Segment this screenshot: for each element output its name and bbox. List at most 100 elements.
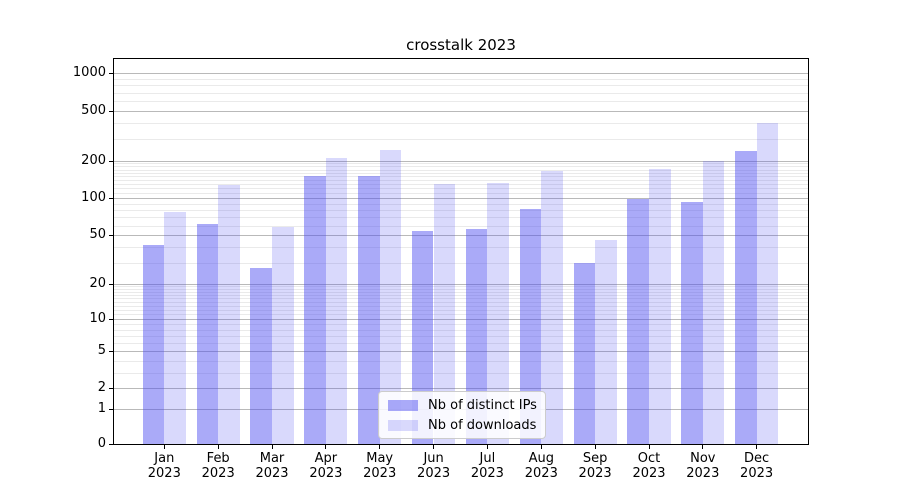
x-tick-month: Sep (582, 451, 608, 466)
minor-gridline (114, 163, 808, 165)
bar-ips-jul (465, 229, 488, 444)
x-tick-mark (217, 445, 219, 449)
x-tick-month: May (366, 451, 394, 466)
y-tick-label: 10 (89, 310, 106, 326)
bar-downloads-dec (756, 123, 779, 444)
y-tick-mark (109, 110, 113, 112)
y-tick-label: 2 (97, 380, 106, 396)
major-gridline (114, 388, 808, 390)
minor-gridline (114, 123, 808, 124)
x-tick-year: 2023 (632, 466, 666, 481)
bar-downloads-may (379, 149, 402, 444)
minor-gridline (114, 309, 808, 311)
minor-gridline (114, 217, 808, 219)
x-tick-mark (648, 445, 650, 449)
bar-downloads-oct (649, 168, 671, 444)
x-tick-month: Jun (423, 451, 444, 466)
y-tick-mark (109, 409, 113, 411)
x-tick-year: 2023 (686, 466, 720, 481)
bar-ips-apr (304, 175, 326, 444)
x-tick-mark (379, 445, 381, 449)
y-tick-mark (109, 235, 113, 237)
y-tick-label: 0 (97, 436, 106, 451)
minor-gridline (114, 100, 808, 102)
major-gridline (114, 318, 808, 320)
bar-downloads-mar (272, 226, 294, 444)
bar-ips-mar (250, 268, 272, 444)
minor-gridline (114, 286, 808, 288)
x-tick-mark (325, 445, 327, 449)
minor-gridline (114, 329, 808, 331)
y-tick-label: 50 (89, 227, 106, 243)
y-tick-label: 5 (97, 343, 106, 359)
minor-gridline (114, 176, 808, 178)
minor-gridline (114, 169, 808, 171)
x-tick-year: 2023 (524, 466, 558, 481)
bar-downloads-nov (702, 160, 725, 444)
minor-gridline (114, 298, 808, 300)
x-tick-month: Mar (259, 451, 285, 466)
y-tick-mark (109, 73, 113, 74)
bar-ips-oct (627, 199, 649, 444)
x-tick-label: Oct 2023 (619, 451, 679, 481)
legend: Nb of distinct IPs Nb of downloads (378, 391, 546, 439)
x-tick-year: 2023 (201, 466, 235, 481)
major-gridline (114, 73, 808, 74)
x-tick-mark (433, 445, 435, 449)
bar-ips-jun (411, 231, 434, 444)
y-tick-label: 200 (81, 152, 106, 168)
plot-area: Nb of distinct IPs Nb of downloads (113, 58, 809, 445)
bar-downloads-apr (325, 158, 348, 444)
x-tick-label: Apr 2023 (296, 451, 356, 481)
bar-ips-may (358, 175, 380, 444)
minor-gridline (114, 361, 808, 362)
x-tick-year: 2023 (578, 466, 612, 481)
x-tick-month: Jan (154, 451, 175, 466)
gridlines-layer (114, 59, 808, 444)
minor-gridline (114, 184, 808, 185)
minor-gridline (114, 314, 808, 315)
minor-gridline (114, 92, 808, 94)
minor-gridline (114, 372, 808, 374)
x-tick-year: 2023 (147, 466, 181, 481)
bar-ips-jan (142, 244, 165, 444)
x-tick-label: May 2023 (350, 451, 410, 481)
legend-item-downloads: Nb of downloads (388, 417, 536, 433)
x-tick-month: Dec (744, 451, 770, 466)
minor-gridline (114, 295, 808, 297)
major-gridline (114, 283, 808, 285)
minor-gridline (114, 262, 808, 264)
x-tick-label: Jun 2023 (404, 451, 464, 481)
legend-item-distinct-ips: Nb of distinct IPs (388, 397, 537, 413)
minor-gridline (114, 78, 808, 80)
minor-gridline (114, 292, 808, 293)
x-tick-month: Feb (206, 451, 230, 466)
x-tick-year: 2023 (255, 466, 289, 481)
major-gridline (114, 235, 808, 237)
x-tick-month: Jul (479, 451, 496, 466)
x-tick-mark (163, 445, 165, 449)
minor-gridline (114, 225, 808, 227)
x-tick-mark (271, 445, 273, 449)
y-tick-mark (109, 351, 113, 353)
minor-gridline (114, 188, 808, 190)
x-tick-label: Jan 2023 (134, 451, 194, 481)
x-tick-label: Aug 2023 (511, 451, 571, 481)
x-tick-month: Oct (637, 451, 661, 466)
x-tick-mark (756, 445, 758, 449)
x-tick-label: Jul 2023 (457, 451, 517, 481)
legend-label-distinct-ips: Nb of distinct IPs (428, 397, 537, 413)
x-tick-mark (702, 445, 704, 449)
minor-gridline (114, 301, 808, 303)
x-tick-month: Apr (314, 451, 338, 466)
bar-ips-aug (519, 208, 542, 444)
minor-gridline (114, 193, 808, 194)
major-gridline (114, 198, 808, 200)
minor-gridline (114, 323, 808, 325)
minor-gridline (114, 247, 808, 249)
bar-downloads-sep (595, 239, 617, 444)
x-tick-label: Dec 2023 (727, 451, 787, 481)
minor-gridline (114, 335, 808, 337)
y-tick-label: 1 (97, 401, 106, 417)
legend-swatch-distinct-ips-icon (388, 399, 418, 411)
